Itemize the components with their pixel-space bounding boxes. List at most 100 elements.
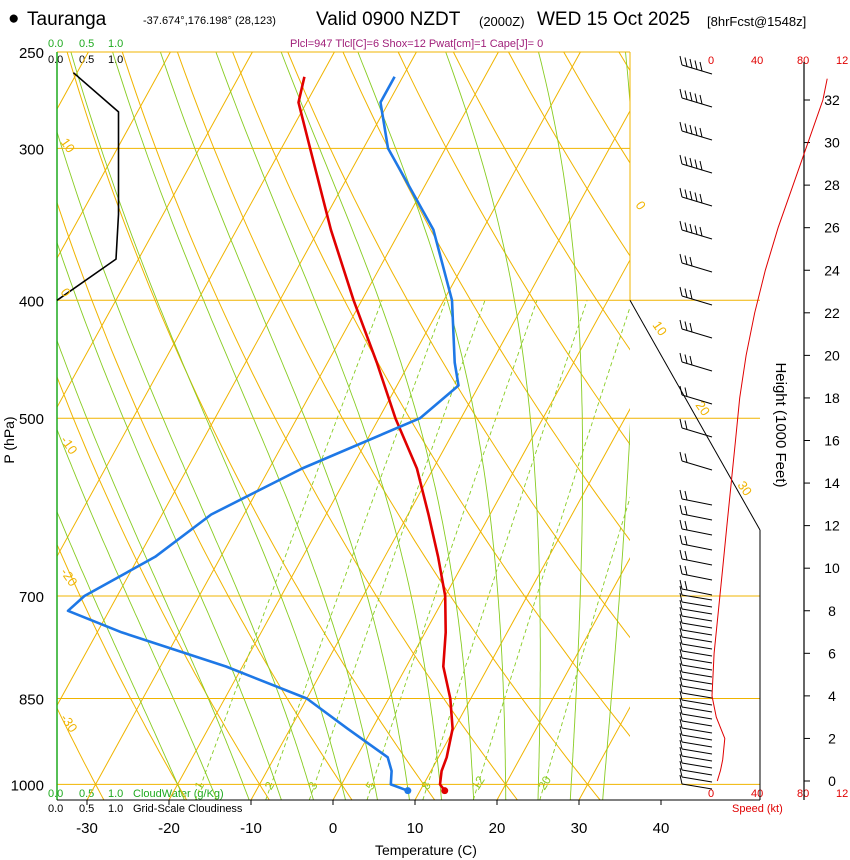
- height-tick-12: 12: [824, 518, 840, 534]
- speed-top-tick-40: 40: [751, 55, 764, 67]
- wind-barb: [679, 711, 713, 727]
- cloudiness-profile: [56, 72, 120, 301]
- wind-barb: [679, 585, 713, 601]
- wind-barb-staff: [681, 671, 713, 678]
- dry-adiabat-label: -30: [58, 711, 81, 735]
- isotherm: [86, 52, 499, 800]
- wind-barb: [679, 564, 713, 581]
- wind-barb-feather: [679, 564, 683, 575]
- wind-barb-staff: [681, 601, 713, 608]
- wind-barb-feather: [684, 123, 688, 133]
- wind-barb: [679, 746, 713, 762]
- wind-barb-feather: [679, 746, 683, 757]
- dry-adiabat: [57, 200, 353, 800]
- dewpoint-profile: [66, 76, 460, 792]
- wind-barb-staff: [681, 636, 713, 643]
- height-tick-30: 30: [824, 135, 840, 151]
- dry-adiabat: [618, 52, 630, 72]
- wind-barb-feather: [694, 225, 698, 235]
- isotherm: [496, 557, 630, 800]
- wind-barb-staff: [681, 685, 713, 692]
- wind-barb: [679, 683, 713, 699]
- wind-barb-feather: [684, 255, 688, 265]
- wind-barb-staff: [681, 615, 713, 622]
- cloudiness-bottom-tick-0: 0.0: [48, 803, 64, 815]
- wind-barb: [679, 655, 713, 671]
- wind-barb: [679, 534, 713, 551]
- cloudiness-top-tick-2: 1.0: [108, 54, 124, 66]
- wind-barb-feather: [679, 534, 683, 545]
- wind-barb-feather: [679, 690, 683, 701]
- speed-bottom-tick-0: 0: [708, 788, 715, 800]
- isotherm: [414, 408, 630, 800]
- x-tick--20: -20: [158, 820, 180, 837]
- wind-barb-feather: [679, 606, 683, 617]
- mixing-ratio-line: [194, 300, 383, 800]
- wind-barb-feather: [679, 634, 683, 645]
- height-tick-8: 8: [828, 603, 836, 619]
- wind-barb-feather: [679, 697, 683, 708]
- wind-barb-feather: [684, 222, 688, 232]
- wind-barb: [679, 88, 713, 108]
- temperature-profile: [297, 76, 454, 792]
- wind-barb-feather: [689, 157, 693, 168]
- wind-barb-feather: [679, 760, 683, 771]
- wind-barb-feather: [679, 669, 683, 680]
- wind-barb-feather: [679, 579, 683, 590]
- wind-barb-feather: [679, 55, 683, 66]
- wind-barb-staff: [681, 706, 713, 713]
- wind-barb-feather: [684, 550, 688, 561]
- x-tick-30: 30: [571, 820, 588, 837]
- isotherm: [57, 52, 253, 409]
- wind-barb-feather: [679, 253, 683, 264]
- mixing-ratio-line: [472, 305, 630, 800]
- station-coords: -37.674°,176.198° (28,123): [143, 15, 276, 27]
- pressure-tick-250: 250: [19, 45, 44, 62]
- speed-axis-label: Speed (kt): [732, 803, 783, 815]
- valid-date: WED 15 Oct 2025: [537, 9, 691, 30]
- wind-barb-feather: [684, 453, 688, 463]
- height-tick-4: 4: [828, 688, 836, 704]
- dry-adiabat-label: 10: [58, 135, 79, 155]
- wind-barb-feather: [679, 418, 683, 429]
- pressure-tick-700: 700: [19, 589, 44, 606]
- height-tick-14: 14: [824, 475, 840, 491]
- wind-barb-feather: [679, 704, 683, 715]
- dry-adiabat-label: 10: [650, 318, 671, 338]
- pressure-tick-500: 500: [19, 411, 44, 428]
- mixing-ratio-label: 1: [192, 779, 208, 792]
- cloudwater-bottom-tick-0: 0.0: [48, 788, 64, 800]
- wind-barb-feather: [679, 620, 683, 631]
- isotherm: [57, 52, 417, 707]
- x-tick--10: -10: [240, 820, 262, 837]
- cloudwater-bottom-tick-2: 1.0: [108, 788, 124, 800]
- wind-barb-feather: [679, 711, 683, 722]
- wind-barb: [679, 739, 713, 755]
- wind-barb: [679, 697, 713, 713]
- height-tick-20: 20: [824, 347, 840, 363]
- moist-adiabat: [57, 241, 282, 800]
- mixing-ratio-line: [308, 300, 486, 800]
- cloudwater-bottom-tick-1: 0.5: [79, 788, 95, 800]
- wind-barb-feather: [694, 93, 698, 103]
- wind-barb-feather: [679, 489, 683, 500]
- wind-barb: [679, 489, 713, 506]
- moist-adiabat: [57, 130, 314, 800]
- wind-barb-staff: [681, 650, 713, 657]
- wind-barb-feather: [679, 187, 683, 198]
- cloudiness-label: Grid-Scale Cloudiness: [133, 803, 243, 815]
- wind-barb-feather: [679, 286, 683, 297]
- wind-barb-feather: [684, 565, 688, 576]
- moist-adiabat: [445, 52, 541, 800]
- height-tick-28: 28: [824, 177, 840, 193]
- height-tick-26: 26: [824, 220, 840, 236]
- wind-barb: [679, 592, 713, 608]
- wind-barb-feather: [679, 662, 683, 673]
- wind-speed-profile: [711, 78, 828, 782]
- mixing-ratio-line: [265, 300, 447, 800]
- wind-barb-feather: [699, 226, 703, 237]
- wind-barb-feather: [684, 535, 688, 546]
- wind-barb-staff: [681, 692, 713, 699]
- dry-adiabat: [232, 52, 630, 737]
